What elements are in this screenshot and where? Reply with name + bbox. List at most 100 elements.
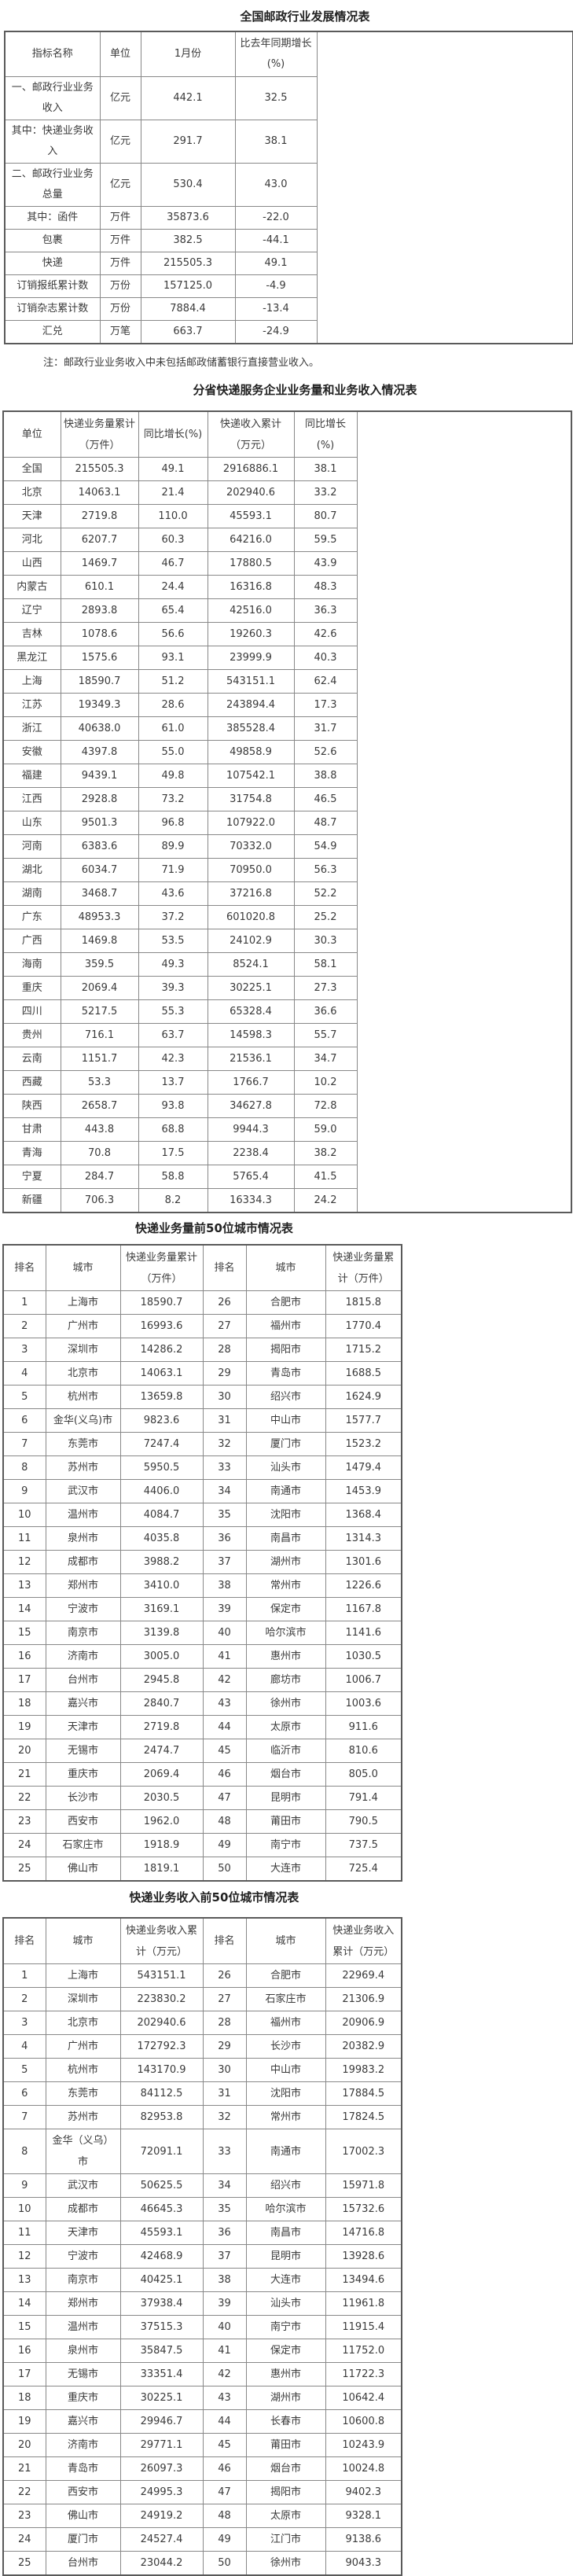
table-cell: 24 <box>2 1833 46 1857</box>
table-cell: 成都市 <box>45 1550 121 1574</box>
header-row: 指标名称 单位 1月份 比去年同期增长(%) <box>4 31 573 344</box>
table-cell: 云南 <box>2 1047 61 1071</box>
table-cell: 7 <box>2 2105 46 2129</box>
table-cell: 南京市 <box>45 1621 121 1645</box>
table-cell: 湖南 <box>2 881 61 906</box>
table-cell: 215505.3 <box>140 252 236 275</box>
table-cell: 34627.8 <box>207 1094 295 1118</box>
table-cell: 61.0 <box>138 716 208 741</box>
table-cell: 706.3 <box>60 1188 139 1213</box>
table-cell: 深圳市 <box>45 1987 121 2011</box>
table-row: 其中：快递业务收入 亿元 291.7 38.1 <box>4 120 573 164</box>
table-cell: 江苏 <box>2 693 61 717</box>
table-row: 山东 9501.3 96.8 107922.0 48.7 <box>2 811 571 835</box>
table-cell: 14598.3 <box>207 1023 295 1047</box>
table-cell: 新疆 <box>2 1188 61 1213</box>
col-header-rank-right: 排名 <box>202 1917 247 1964</box>
table-cell: 82953.8 <box>119 2105 204 2129</box>
table-cell: 13928.6 <box>325 2244 402 2269</box>
table-cell: 万份 <box>99 297 141 321</box>
table-cell: 26 <box>202 1963 247 1988</box>
table-cell: 22 <box>2 1786 46 1810</box>
table-cell: 全国 <box>2 457 61 481</box>
table-cell: 广州市 <box>45 1314 121 1338</box>
table-cell: 亿元 <box>99 163 141 207</box>
table-row: 14 郑州市 37938.4 39 汕头市 11961.8 <box>2 2291 402 2316</box>
table-row: 12 成都市 3988.2 37 湖州市 1301.6 <box>2 1550 402 1574</box>
table-cell: 23044.2 <box>119 2551 204 2576</box>
table-cell: 安徽 <box>2 740 61 764</box>
table-row: 2 深圳市 223830.2 27 石家庄市 21306.9 <box>2 1987 402 2011</box>
table-cell: 23 <box>2 2504 46 2528</box>
table-cell: 1819.1 <box>119 1857 204 1882</box>
table-cell: 泉州市 <box>45 1526 121 1551</box>
table-cell: 长沙市 <box>245 2034 326 2059</box>
table-cell: 37515.3 <box>119 2315 204 2339</box>
table-row: 四川 5217.5 55.3 65328.4 36.6 <box>2 999 571 1024</box>
table-cell: 4 <box>2 2034 46 2059</box>
table-cell: 福州市 <box>245 2011 326 2035</box>
table-cell: 27 <box>202 1314 247 1338</box>
table-cell: 47 <box>202 2480 247 2504</box>
table-cell: 89.9 <box>138 834 208 859</box>
table-cell: 绍兴市 <box>245 2173 326 2198</box>
table-cell: 3139.8 <box>119 1621 204 1645</box>
table-cell: 5 <box>2 1385 46 1409</box>
table-cell: 金华（义乌）市 <box>45 2129 121 2174</box>
table-row: 15 温州市 37515.3 40 南宁市 11915.4 <box>2 2315 402 2339</box>
table-row: 4 北京市 14063.1 29 青岛市 1688.5 <box>2 1361 402 1386</box>
table-cell: 苏州市 <box>45 1455 121 1480</box>
table-cell: -4.9 <box>234 274 318 298</box>
table-cell: 49 <box>202 2527 247 2552</box>
table-cell: 1141.6 <box>325 1621 402 1645</box>
table-cell: 甘肃 <box>2 1117 61 1142</box>
table-cell: 42 <box>202 1668 247 1692</box>
table-cell: 36 <box>202 2221 247 2245</box>
table-cell: 15971.8 <box>325 2173 402 2198</box>
table-row: 9 武汉市 4406.0 34 南通市 1453.9 <box>2 1479 402 1503</box>
table-cell: 福州市 <box>245 1314 326 1338</box>
table-cell: 49 <box>202 1833 247 1857</box>
table-cell: 昆明市 <box>245 1786 326 1810</box>
table-cell: 20 <box>2 2433 46 2457</box>
table-cell: 17.5 <box>138 1141 208 1165</box>
col-header-city-right: 城市 <box>245 1917 326 1964</box>
table-cell: 610.1 <box>60 575 139 599</box>
table-cell: 万份 <box>99 274 141 298</box>
table-cell: 青海 <box>2 1141 61 1165</box>
table-cell: 莆田市 <box>245 1809 326 1834</box>
table-cell: 63.7 <box>138 1023 208 1047</box>
table-row: 山西 1469.7 46.7 17880.5 43.9 <box>2 551 571 576</box>
table-cell: 65328.4 <box>207 999 295 1024</box>
table-cell: 34.7 <box>293 1047 358 1071</box>
table-cell: 84112.5 <box>119 2081 204 2106</box>
table-cell: 吉林 <box>2 622 61 646</box>
table-cell: 1766.7 <box>207 1070 295 1095</box>
table-cell: 33 <box>202 2129 247 2174</box>
table-cell: 成都市 <box>45 2197 121 2221</box>
table-cell: 11961.8 <box>325 2291 402 2316</box>
table-row: 包裹 万件 382.5 -44.1 <box>4 229 573 252</box>
table-cell: -22.0 <box>234 206 318 230</box>
table-cell: 西藏 <box>2 1070 61 1095</box>
table-cell: 2719.8 <box>119 1715 204 1739</box>
table-cell: 55.3 <box>138 999 208 1024</box>
table-cell: 保定市 <box>245 1597 326 1621</box>
table-row: 9 武汉市 50625.5 34 绍兴市 15971.8 <box>2 2173 402 2198</box>
table-cell: 56.3 <box>293 858 358 882</box>
table-cell: 东莞市 <box>45 2081 121 2106</box>
table-cell: 17 <box>2 2362 46 2386</box>
table-cell: 宁波市 <box>45 1597 121 1621</box>
table-cell: 1577.7 <box>325 1408 402 1433</box>
table-cell: 36 <box>202 1526 247 1551</box>
col-header-volume-growth: 同比增长(%) <box>138 410 208 458</box>
header-row: 单位 快递业务量累计（万件） 同比增长(%) 快递收入累计（万元） 同比增长(%… <box>2 410 572 1213</box>
table-cell: 13494.6 <box>325 2268 402 2292</box>
table-row: 7 苏州市 82953.8 32 常州市 17824.5 <box>2 2105 402 2129</box>
table-cell: 亿元 <box>99 76 141 120</box>
table-cell: 382.5 <box>140 229 236 252</box>
col-header-volume-total: 快递业务量累计（万件） <box>60 410 139 458</box>
table-cell: 泉州市 <box>45 2339 121 2363</box>
table-cell: 48 <box>202 2504 247 2528</box>
table-row: 12 宁波市 42468.9 37 昆明市 13928.6 <box>2 2244 402 2269</box>
